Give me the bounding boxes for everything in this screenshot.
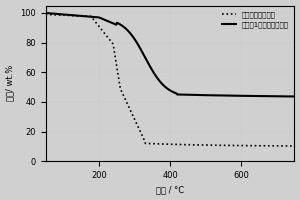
未改性纳米纤维素 (44, 13, 47, 16)
未改性纳米纤维素 (192, 144, 196, 146)
实施例1改性杂化前驱体 (178, 93, 182, 96)
未改性纳米纤维素 (164, 143, 167, 145)
实施例1改性杂化前驱体 (287, 95, 290, 98)
Legend: 未改性纳米纤维素, 实施例1改性杂化前驱体: 未改性纳米纤维素, 实施例1改性杂化前驱体 (219, 9, 291, 31)
未改性纳米纤维素 (292, 145, 296, 147)
Line: 实施例1改性杂化前驱体: 实施例1改性杂化前驱体 (46, 13, 294, 96)
未改性纳米纤维素 (178, 143, 182, 146)
实施例1改性杂化前驱体 (44, 12, 47, 14)
实施例1改性杂化前驱体 (248, 95, 251, 97)
Y-axis label: 失重/ wt.%: 失重/ wt.% (6, 65, 15, 101)
Line: 未改性纳米纤维素: 未改性纳米纤维素 (46, 14, 294, 146)
未改性纳米纤维素 (287, 145, 290, 147)
未改性纳米纤维素 (162, 143, 166, 145)
实施例1改性杂化前驱体 (192, 94, 196, 96)
实施例1改性杂化前驱体 (292, 95, 296, 98)
实施例1改性杂化前驱体 (162, 84, 166, 87)
X-axis label: 温度 / °C: 温度 / °C (156, 185, 184, 194)
实施例1改性杂化前驱体 (164, 86, 167, 88)
未改性纳米纤维素 (248, 144, 251, 147)
